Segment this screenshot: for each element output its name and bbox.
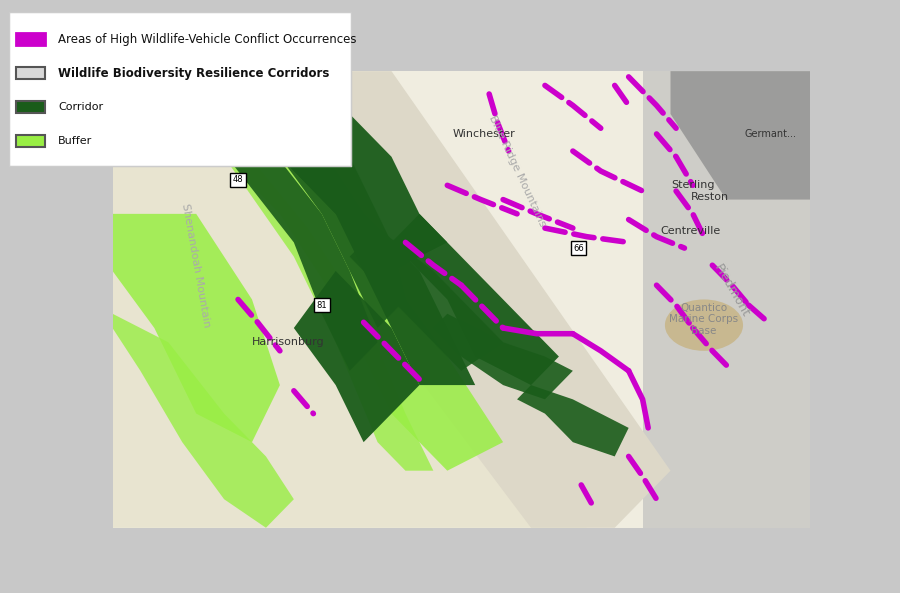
Bar xyxy=(16,135,45,147)
Text: Blue Ridge Mountains: Blue Ridge Mountains xyxy=(487,114,547,228)
Text: Corridor: Corridor xyxy=(58,103,104,113)
Polygon shape xyxy=(112,71,475,385)
Text: Harrisonburg: Harrisonburg xyxy=(252,337,325,347)
Polygon shape xyxy=(112,71,587,528)
Text: 81: 81 xyxy=(317,301,327,310)
Polygon shape xyxy=(294,271,419,442)
Polygon shape xyxy=(392,214,559,385)
Text: Buffer: Buffer xyxy=(58,136,93,146)
Polygon shape xyxy=(252,71,447,271)
Text: 66: 66 xyxy=(572,243,585,253)
Polygon shape xyxy=(434,314,573,399)
Text: Sterling: Sterling xyxy=(671,180,715,190)
Polygon shape xyxy=(252,71,670,528)
Polygon shape xyxy=(112,71,503,471)
Polygon shape xyxy=(168,71,377,371)
Text: Piedmont: Piedmont xyxy=(712,262,752,320)
Polygon shape xyxy=(112,214,280,442)
Bar xyxy=(16,101,45,113)
Text: 48: 48 xyxy=(232,174,244,184)
Bar xyxy=(16,67,45,79)
Text: 66: 66 xyxy=(573,244,584,253)
Polygon shape xyxy=(252,71,406,328)
Text: Quantico
Marine Corps
Base: Quantico Marine Corps Base xyxy=(670,303,739,336)
Text: Germant...: Germant... xyxy=(745,129,796,139)
Polygon shape xyxy=(349,228,503,371)
Text: 48: 48 xyxy=(233,175,243,184)
Text: Areas of High Wildlife-Vehicle Conflict Occurrences: Areas of High Wildlife-Vehicle Conflict … xyxy=(58,33,356,46)
Polygon shape xyxy=(643,71,810,528)
Text: Reston: Reston xyxy=(690,192,729,202)
Polygon shape xyxy=(670,71,810,200)
Text: 81: 81 xyxy=(316,300,328,310)
Ellipse shape xyxy=(665,299,743,351)
Text: Winchester: Winchester xyxy=(452,129,515,139)
Text: Wildlife Biodiversity Resilience Corridors: Wildlife Biodiversity Resilience Corrido… xyxy=(58,67,329,80)
Text: Centreville: Centreville xyxy=(660,226,720,236)
Bar xyxy=(16,33,45,45)
Polygon shape xyxy=(112,71,434,471)
Text: Shenandoah Mountain: Shenandoah Mountain xyxy=(180,202,212,328)
Polygon shape xyxy=(517,385,628,457)
Polygon shape xyxy=(112,314,294,528)
